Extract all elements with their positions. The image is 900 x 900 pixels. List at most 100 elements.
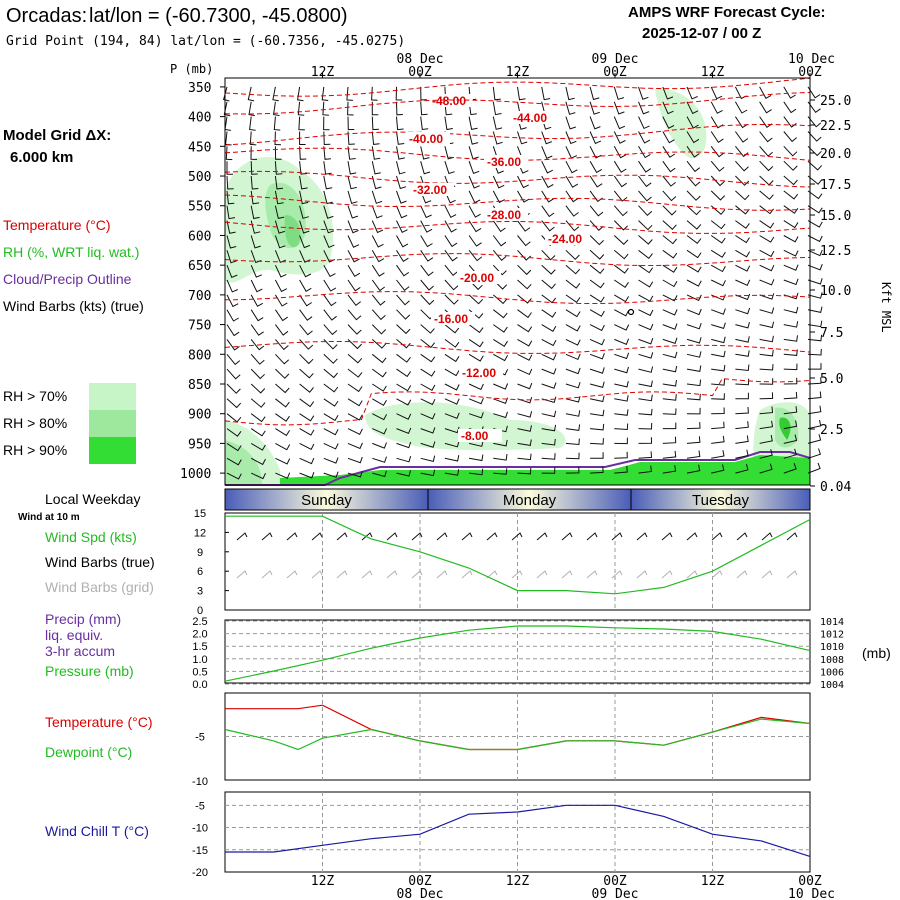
wind-barb (662, 365, 678, 373)
pressure-tick-label: 1012 (820, 630, 844, 641)
wind-barb (614, 380, 629, 388)
wind-barb (323, 190, 333, 205)
wind-barb (420, 469, 436, 477)
wind-barb (420, 368, 436, 377)
wind-barb (735, 392, 749, 400)
wind-barb-grid (561, 570, 573, 579)
wind-barb (613, 190, 628, 202)
wind-barb (469, 454, 484, 462)
wind-barb (638, 116, 650, 130)
wind-barb (224, 116, 231, 131)
wind-barb (372, 398, 387, 406)
precip-tick-label: 1.0 (192, 654, 207, 666)
wind-barb (541, 175, 554, 189)
wind-barb (250, 190, 260, 205)
wind-barb (759, 205, 774, 215)
wind-barb (613, 249, 629, 260)
wind-barb (735, 350, 750, 357)
wind-barb (517, 338, 533, 347)
wind-barb (686, 116, 699, 129)
wind-barb (565, 116, 576, 130)
wind-barb (783, 377, 798, 385)
wind-barb (565, 353, 581, 361)
wind-barb (759, 293, 775, 300)
wind-barb (371, 131, 380, 145)
wind-barb (396, 205, 408, 219)
wind-barb-grid (786, 570, 798, 579)
wind-barb (565, 338, 581, 346)
wind-barb (759, 160, 774, 172)
wind-barb (686, 393, 701, 401)
wind-barb (274, 161, 283, 175)
temperature-contour (224, 92, 811, 115)
wind-barb (711, 364, 726, 372)
wind-barb (735, 293, 751, 301)
wind-barb (274, 175, 284, 190)
wind-barb (614, 395, 629, 402)
wind-barb (492, 175, 505, 189)
wind-barb (299, 309, 313, 321)
wind-barb (662, 294, 678, 302)
wind-barb (807, 175, 823, 185)
wind-barb (662, 205, 677, 216)
wind-barb (248, 101, 255, 117)
pressure-tick-label: 750 (188, 319, 211, 334)
wind-barb-grid (761, 570, 773, 579)
wind-barb (638, 323, 654, 331)
wind-barb (247, 86, 255, 102)
wind-barb (371, 116, 379, 131)
wind-barb (710, 220, 726, 230)
wind-barb (226, 235, 237, 249)
wind-barb (759, 420, 774, 430)
wind-barb (226, 309, 239, 322)
wind-barb (420, 235, 433, 248)
wind-barb (686, 146, 700, 158)
wind-barb (347, 339, 362, 350)
wind-barb (492, 309, 508, 319)
wind-barb (638, 220, 653, 231)
wind-barb-true (436, 532, 448, 541)
wind-barb (323, 161, 332, 175)
wind-barb (759, 463, 773, 474)
wind-barb (250, 205, 260, 220)
wind-barb (323, 309, 337, 321)
wind-barb (710, 160, 725, 172)
height-tick-label: 22.5 (820, 119, 851, 134)
wind-barb (783, 190, 799, 200)
wind-barb (807, 405, 822, 415)
wind-barb (371, 250, 385, 263)
temperature-contour (224, 170, 811, 188)
wind-barb (250, 294, 264, 307)
wind-barb (223, 101, 231, 117)
wind-barb-true (536, 532, 548, 541)
wind-barb (589, 116, 601, 130)
wind-barb (638, 131, 651, 144)
weekday-label: Tuesday (692, 492, 749, 509)
wind-barb (396, 161, 406, 175)
wind-barb (396, 383, 412, 392)
wind-barb (541, 131, 552, 145)
wind-barb (735, 321, 750, 329)
wind-barb (468, 324, 484, 334)
wind-barb (396, 235, 409, 248)
wind-barb (686, 351, 702, 358)
wind-barb (783, 434, 798, 444)
rh70-region (655, 89, 707, 159)
wind-barb (444, 250, 458, 262)
wind-barb (347, 264, 361, 277)
wind-barb (299, 279, 312, 292)
wind-barb (226, 398, 242, 409)
wind-barb (783, 131, 798, 143)
wind-barb (226, 205, 236, 220)
precip-tick-label: 0.5 (192, 666, 207, 678)
wind-barb (759, 392, 774, 400)
wind-barb (347, 294, 362, 307)
wind-barb (711, 336, 726, 344)
wind-barb (783, 264, 799, 271)
wind-barb (759, 235, 775, 243)
wind-barb (517, 249, 532, 261)
wind-barb (662, 309, 678, 316)
wind-barb (275, 413, 290, 422)
wind-barb (759, 349, 774, 357)
wind-barb (347, 383, 363, 393)
